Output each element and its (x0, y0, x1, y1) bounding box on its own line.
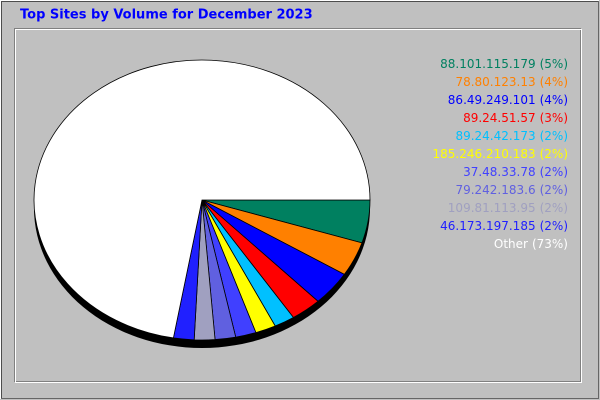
legend-label: 89.24.51.57 (463, 111, 536, 125)
legend-value: (2%) (540, 183, 568, 197)
legend-value: (2%) (540, 129, 568, 143)
panel-border (14, 28, 581, 382)
legend-label: 86.49.249.101 (448, 93, 536, 107)
legend-entry: 88.101.115.179 (5%) (440, 57, 568, 71)
legend-entry: 37.48.33.78 (2%) (463, 165, 568, 179)
legend-label: 79.242.183.6 (455, 183, 535, 197)
panel-highlight (15, 29, 582, 383)
legend-value: (4%) (540, 75, 568, 89)
legend-label: 109.81.113.95 (448, 201, 536, 215)
legend-entry: 79.242.183.6 (2%) (455, 183, 568, 197)
legend-value: (73%) (532, 237, 568, 251)
legend-label: 37.48.33.78 (463, 165, 536, 179)
legend-value: (2%) (540, 147, 568, 161)
legend-entry: 185.246.210.183 (2%) (433, 147, 568, 161)
legend-entry: 46.173.197.185 (2%) (440, 219, 568, 233)
legend-value: (2%) (540, 165, 568, 179)
chart-title: Top Sites by Volume for December 2023 (20, 8, 313, 23)
pie-slice (33, 59, 371, 339)
legend-entry: 109.81.113.95 (2%) (448, 201, 568, 215)
legend-label: 88.101.115.179 (440, 57, 535, 71)
legend-value: (2%) (540, 219, 568, 233)
legend-value: (2%) (540, 201, 568, 215)
legend-label: 78.80.123.13 (455, 75, 535, 89)
legend-label: 89.24.42.173 (455, 129, 535, 143)
legend-label: Other (494, 237, 528, 251)
legend-entry: 89.24.42.173 (2%) (455, 129, 568, 143)
legend-entry: 89.24.51.57 (3%) (463, 111, 568, 125)
legend-label: 185.246.210.183 (433, 147, 536, 161)
legend-label: 46.173.197.185 (440, 219, 535, 233)
legend-entry: 86.49.249.101 (4%) (448, 93, 568, 107)
legend-entry: Other (73%) (494, 237, 568, 251)
legend-value: (3%) (540, 111, 568, 125)
legend-value: (4%) (540, 93, 568, 107)
legend-value: (5%) (540, 57, 568, 71)
legend-entry: 78.80.123.13 (4%) (455, 75, 568, 89)
